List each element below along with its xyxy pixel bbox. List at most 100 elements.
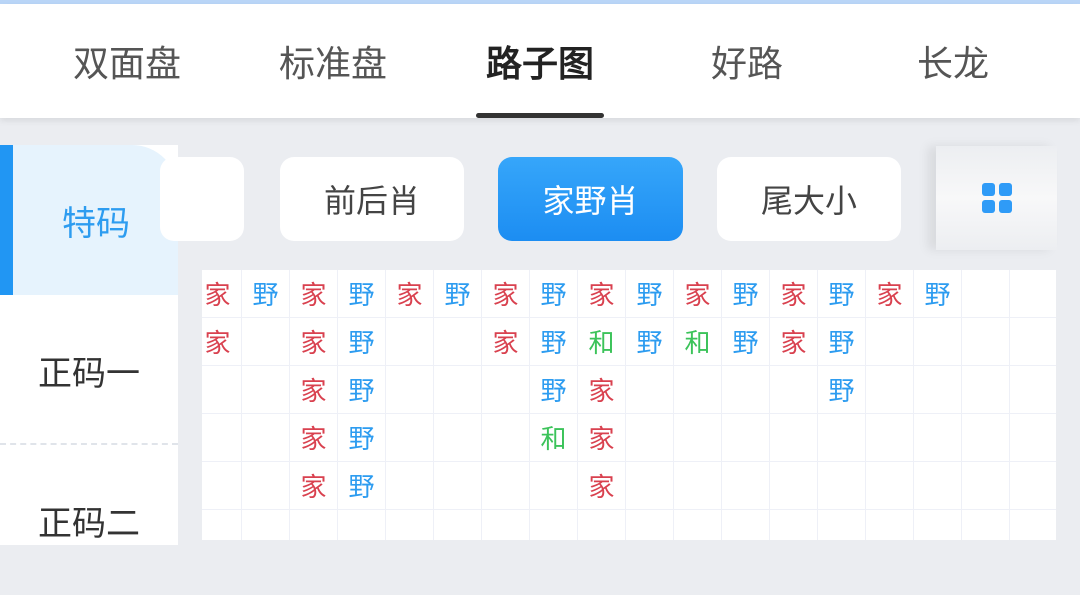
road-cell <box>818 462 866 510</box>
road-cell: 家 <box>482 318 530 366</box>
road-mark: 家 <box>492 329 519 359</box>
road-cell <box>770 414 818 462</box>
road-mark: 家 <box>876 281 903 311</box>
filter-qianhouxiao[interactable]: 前后肖 <box>280 157 464 241</box>
road-cell <box>674 462 722 510</box>
tab-shuangmianpan[interactable]: 双面盘 <box>24 4 230 118</box>
road-mark: 家 <box>300 473 327 503</box>
road-cell: 和 <box>674 318 722 366</box>
sidebar-item-zhengma1[interactable]: 正码一 <box>0 295 178 445</box>
road-mark: 和 <box>684 329 711 359</box>
road-cell: 野 <box>818 318 866 366</box>
road-cell: 家 <box>578 414 626 462</box>
filter-jiayexiao[interactable]: 家野肖 <box>498 157 683 241</box>
road-mark: 野 <box>540 377 567 407</box>
road-mark: 家 <box>492 281 519 311</box>
road-cell <box>242 414 290 462</box>
road-mark: 野 <box>348 425 375 455</box>
road-mark: 家 <box>204 329 231 359</box>
road-cell <box>962 510 1010 540</box>
road-cell <box>962 318 1010 366</box>
road-mark: 野 <box>540 329 567 359</box>
road-cell: 野 <box>818 270 866 318</box>
road-cell: 家 <box>770 318 818 366</box>
road-cell <box>530 462 578 510</box>
road-cell: 野 <box>530 318 578 366</box>
tab-label: 标准盘 <box>278 44 387 85</box>
layout-toggle-button[interactable] <box>936 146 1057 250</box>
road-cell <box>434 510 482 540</box>
road-mark: 家 <box>588 473 615 503</box>
filter-button-partial[interactable] <box>160 157 244 241</box>
road-cell <box>722 414 770 462</box>
filter-weidaxiao[interactable]: 尾大小 <box>717 157 901 241</box>
road-cell <box>386 510 434 540</box>
road-cell <box>386 318 434 366</box>
road-cell <box>482 366 530 414</box>
road-mark: 家 <box>684 281 711 311</box>
road-cell: 和 <box>578 318 626 366</box>
road-cell: 野 <box>722 270 770 318</box>
road-mark: 野 <box>732 281 759 311</box>
road-mark: 家 <box>300 329 327 359</box>
road-mark: 家 <box>588 281 615 311</box>
road-cell <box>866 366 914 414</box>
tab-bar: 双面盘 标准盘 路子图 好路 长龙 <box>0 4 1080 118</box>
road-mark: 家 <box>204 281 231 311</box>
road-cell <box>1010 270 1056 318</box>
road-cell <box>866 318 914 366</box>
road-cell <box>962 270 1010 318</box>
road-mark: 野 <box>828 329 855 359</box>
road-cell <box>242 462 290 510</box>
road-cell <box>386 414 434 462</box>
road-cell <box>866 414 914 462</box>
road-cell <box>482 510 530 540</box>
road-cell: 野 <box>338 414 386 462</box>
road-cell <box>338 510 386 540</box>
road-cell <box>770 366 818 414</box>
road-cell <box>290 510 338 540</box>
road-mark: 野 <box>348 329 375 359</box>
road-mark: 和 <box>540 425 567 455</box>
road-cell <box>482 414 530 462</box>
road-cell: 家 <box>290 270 338 318</box>
road-cell <box>626 366 674 414</box>
road-cell <box>914 414 962 462</box>
road-mark: 野 <box>348 281 375 311</box>
tab-label: 双面盘 <box>72 44 181 85</box>
road-cell <box>202 366 242 414</box>
road-cell: 野 <box>626 318 674 366</box>
road-cell <box>1010 414 1056 462</box>
filter-label: 前后肖 <box>323 182 420 220</box>
road-cell <box>242 366 290 414</box>
sidebar-item-tema[interactable]: 特码 <box>0 145 178 295</box>
sidebar-item-label: 正码二 <box>38 503 140 544</box>
road-mark: 家 <box>300 377 327 407</box>
road-mark: 野 <box>636 329 663 359</box>
road-cell: 家 <box>202 318 242 366</box>
road-cell <box>626 414 674 462</box>
road-cell: 野 <box>338 318 386 366</box>
road-cell: 野 <box>242 270 290 318</box>
road-cell <box>1010 462 1056 510</box>
tab-biaozhunpan[interactable]: 标准盘 <box>230 4 436 118</box>
road-cell: 野 <box>722 318 770 366</box>
road-cell <box>578 510 626 540</box>
sidebar-item-zhengma2[interactable]: 正码二 <box>0 445 178 595</box>
road-mark: 野 <box>828 281 855 311</box>
road-cell: 野 <box>338 462 386 510</box>
road-cell <box>770 462 818 510</box>
road-mark: 野 <box>732 329 759 359</box>
road-cell <box>770 510 818 540</box>
road-mark: 和 <box>588 329 615 359</box>
road-cell: 家 <box>578 366 626 414</box>
road-cell <box>242 318 290 366</box>
road-cell: 野 <box>914 270 962 318</box>
road-cell <box>914 366 962 414</box>
tab-changlong[interactable]: 长龙 <box>850 4 1056 118</box>
tab-label: 路子图 <box>485 44 594 85</box>
tab-haolu[interactable]: 好路 <box>644 4 850 118</box>
tab-luzitu[interactable]: 路子图 <box>437 4 643 118</box>
road-cell <box>386 366 434 414</box>
road-mark: 野 <box>252 281 279 311</box>
